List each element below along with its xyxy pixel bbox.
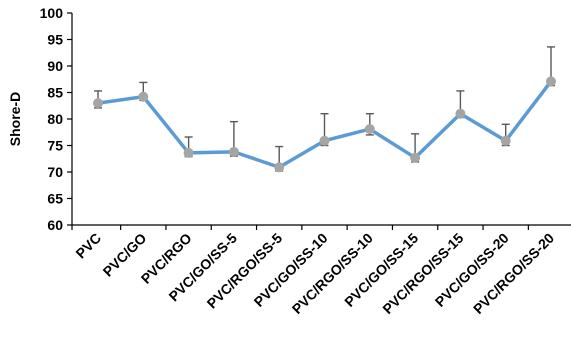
y-tick-label: 75 [47, 138, 63, 154]
x-tick-label: PVC/RGO/SS-10 [289, 230, 376, 317]
y-axis: 60 65 70 75 80 85 90 95 100 [40, 5, 73, 233]
x-axis: PVCPVC/GOPVC/RGOPVC/GO/SS-5PVC/RGO/SS-5P… [71, 224, 571, 317]
data-point [455, 108, 466, 119]
data-point [319, 135, 330, 146]
data-point [410, 152, 421, 163]
data-point [546, 76, 556, 87]
y-tick-label: 95 [47, 32, 63, 48]
y-tick-label: 90 [47, 58, 63, 74]
x-tick-label: PVC [72, 230, 104, 262]
data-point [138, 91, 149, 102]
data-points [93, 76, 556, 173]
y-tick-label: 80 [47, 111, 63, 127]
data-point [274, 162, 285, 173]
y-tick-label: 85 [47, 85, 63, 101]
y-tick-label: 70 [47, 164, 63, 180]
data-point [500, 135, 511, 146]
data-point [183, 147, 194, 158]
y-axis-title: Shore-D [7, 92, 23, 146]
data-point [93, 98, 103, 109]
y-tick-label: 65 [47, 191, 63, 207]
error-bars [94, 46, 555, 172]
y-tick-label: 60 [47, 217, 63, 233]
data-point [364, 124, 375, 135]
x-tick-label: PVC/RGO/SS-20 [470, 230, 557, 317]
x-tick-label: PVC/RGO/SS-15 [379, 230, 466, 317]
y-tick-label: 100 [40, 5, 64, 21]
data-point [228, 146, 239, 157]
